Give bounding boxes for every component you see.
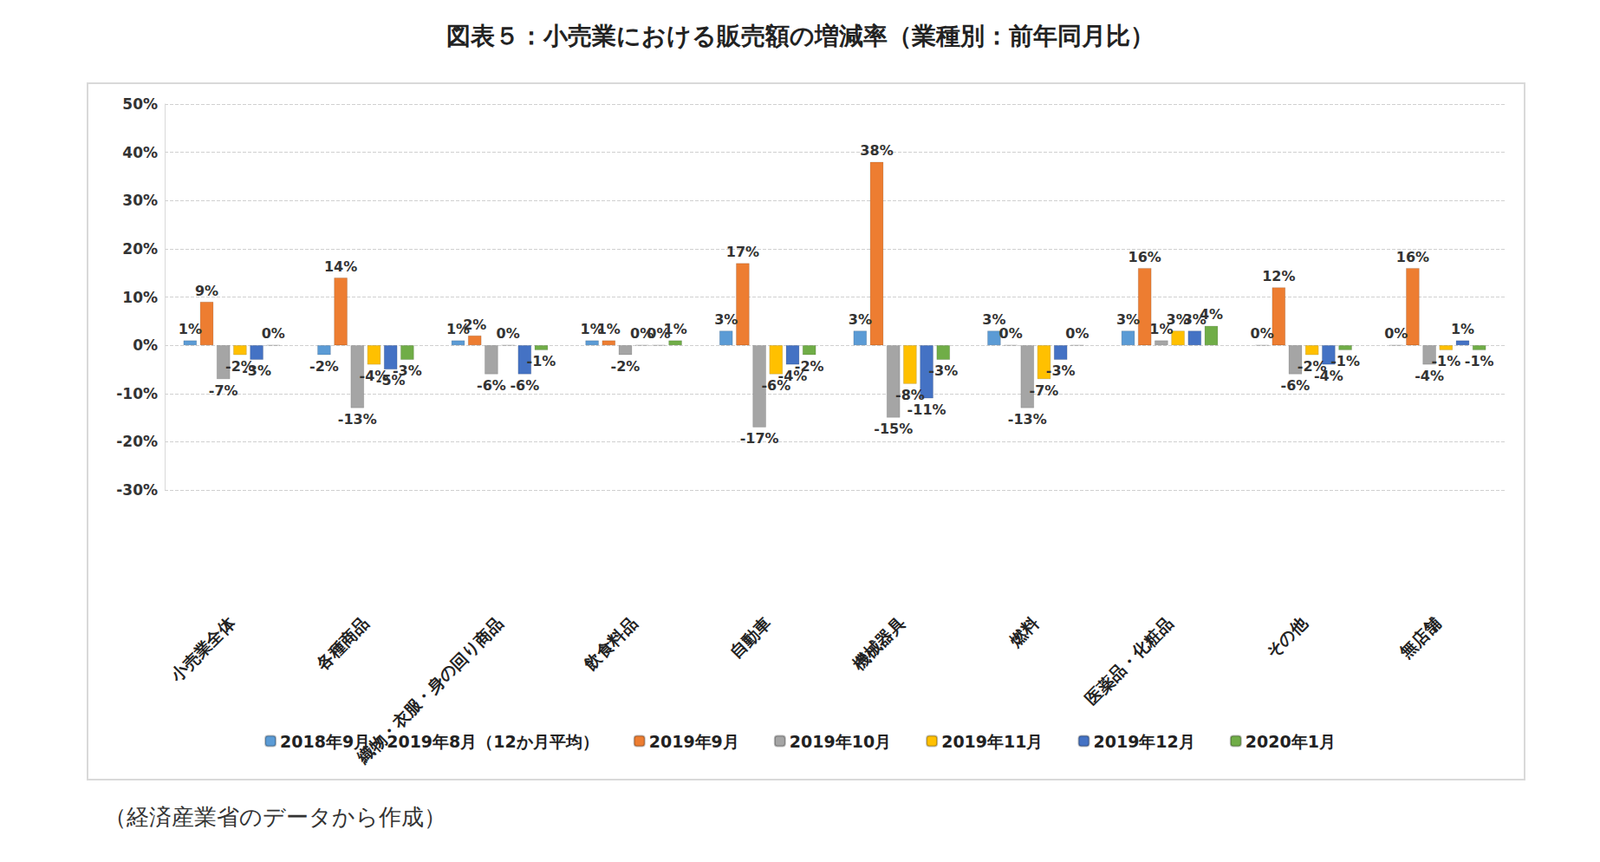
svg-text:20%: 20% xyxy=(122,240,158,258)
svg-text:-1%: -1% xyxy=(526,352,557,370)
svg-text:-2%: -2% xyxy=(611,357,641,375)
svg-text:10%: 10% xyxy=(122,288,158,306)
svg-text:1%: 1% xyxy=(663,320,687,338)
svg-text:0%: 0% xyxy=(132,336,158,354)
svg-text:-13%: -13% xyxy=(338,410,378,428)
svg-text:燃料: 燃料 xyxy=(1005,612,1043,651)
svg-text:2020年1月: 2020年1月 xyxy=(1245,731,1336,751)
svg-text:-1%: -1% xyxy=(1430,352,1461,370)
svg-text:2018年9月～2019年8月（12か月平均）: 2018年9月～2019年8月（12か月平均） xyxy=(279,731,599,751)
svg-text:-10%: -10% xyxy=(116,384,158,403)
svg-text:0%: 0% xyxy=(1384,325,1408,342)
svg-text:-3%: -3% xyxy=(392,362,423,379)
html-text:（経済産業省のデータから作成）: （経済産業省のデータから作成） xyxy=(104,803,447,830)
svg-text:機械器具: 機械器具 xyxy=(847,612,909,674)
svg-text:-2%: -2% xyxy=(309,357,339,375)
svg-text:-6%: -6% xyxy=(509,377,540,394)
svg-text:40%: 40% xyxy=(122,143,158,162)
svg-text:9%: 9% xyxy=(195,282,219,300)
svg-text:自動車: 自動車 xyxy=(726,612,775,662)
svg-text:-4%: -4% xyxy=(1313,367,1344,384)
svg-text:2019年10月: 2019年10月 xyxy=(789,731,892,751)
svg-text:-3%: -3% xyxy=(928,362,958,379)
svg-text:-4%: -4% xyxy=(1414,367,1444,384)
svg-text:-17%: -17% xyxy=(740,429,780,447)
svg-text:14%: 14% xyxy=(324,258,358,275)
svg-text:3%: 3% xyxy=(982,311,1006,328)
svg-text:0%: 0% xyxy=(646,325,671,342)
svg-text:-11%: -11% xyxy=(907,401,947,418)
svg-text:3%: 3% xyxy=(1116,311,1140,328)
svg-text:-13%: -13% xyxy=(1008,410,1048,428)
svg-text:-20%: -20% xyxy=(116,432,158,450)
svg-text:-6%: -6% xyxy=(1281,377,1311,394)
svg-text:-15%: -15% xyxy=(873,420,913,437)
svg-text:0%: 0% xyxy=(261,325,286,342)
svg-text:17%: 17% xyxy=(726,243,760,261)
svg-text:0%: 0% xyxy=(496,325,521,342)
svg-text:-30%: -30% xyxy=(116,481,158,499)
svg-text:-3%: -3% xyxy=(1046,362,1076,379)
svg-text:3%: 3% xyxy=(1166,311,1190,328)
svg-text:1%: 1% xyxy=(178,320,202,338)
svg-text:-1%: -1% xyxy=(1464,352,1495,370)
svg-text:2019年11月: 2019年11月 xyxy=(941,731,1043,751)
svg-text:医薬品・化粧品: 医薬品・化粧品 xyxy=(1081,612,1178,709)
svg-text:小売業全体: 小売業全体 xyxy=(166,612,240,686)
svg-text:その他: その他 xyxy=(1261,612,1312,663)
svg-text:3%: 3% xyxy=(714,311,738,328)
svg-text:図表５：小売業における販売額の増減率（業種別：前年同月比）: 図表５：小売業における販売額の増減率（業種別：前年同月比） xyxy=(446,21,1155,51)
svg-text:1%: 1% xyxy=(580,320,604,338)
svg-text:16%: 16% xyxy=(1128,248,1162,266)
svg-text:2%: 2% xyxy=(462,316,487,333)
svg-text:2019年9月: 2019年9月 xyxy=(649,731,740,751)
svg-text:-3%: -3% xyxy=(241,362,272,379)
svg-text:1%: 1% xyxy=(446,320,470,338)
svg-text:0%: 0% xyxy=(999,325,1023,342)
svg-text:-4%: -4% xyxy=(359,367,389,384)
svg-text:-6%: -6% xyxy=(476,377,507,394)
svg-text:4%: 4% xyxy=(1199,305,1223,323)
svg-text:織物・衣服・身の回り商品: 織物・衣服・身の回り商品 xyxy=(353,612,507,767)
svg-text:0%: 0% xyxy=(630,325,654,342)
svg-text:飲食料品: 飲食料品 xyxy=(579,612,641,674)
svg-text:-2%: -2% xyxy=(1297,357,1327,375)
svg-text:-7%: -7% xyxy=(1029,382,1060,399)
svg-text:-2%: -2% xyxy=(225,357,255,375)
svg-text:0%: 0% xyxy=(1250,325,1275,342)
svg-text:12%: 12% xyxy=(1261,267,1295,285)
svg-text:30%: 30% xyxy=(122,191,158,209)
svg-text:1%: 1% xyxy=(1450,320,1475,338)
svg-text:-1%: -1% xyxy=(1330,352,1360,370)
svg-text:1%: 1% xyxy=(597,320,621,338)
svg-text:無店舗: 無店舗 xyxy=(1395,612,1445,663)
svg-text:-2%: -2% xyxy=(794,357,825,375)
svg-text:-8%: -8% xyxy=(895,386,925,404)
svg-text:3%: 3% xyxy=(848,311,872,328)
svg-text:1%: 1% xyxy=(1149,320,1174,338)
svg-text:16%: 16% xyxy=(1396,248,1430,266)
svg-text:50%: 50% xyxy=(122,95,158,113)
svg-text:38%: 38% xyxy=(859,142,893,159)
svg-text:0%: 0% xyxy=(1065,325,1089,342)
svg-text:各種商品: 各種商品 xyxy=(312,612,373,674)
svg-text:-6%: -6% xyxy=(761,377,791,394)
svg-text:-4%: -4% xyxy=(777,367,808,384)
svg-text:-7%: -7% xyxy=(208,382,239,399)
svg-text:2019年12月: 2019年12月 xyxy=(1092,731,1195,751)
svg-text:3%: 3% xyxy=(1182,311,1207,328)
svg-text:-5%: -5% xyxy=(375,372,406,389)
